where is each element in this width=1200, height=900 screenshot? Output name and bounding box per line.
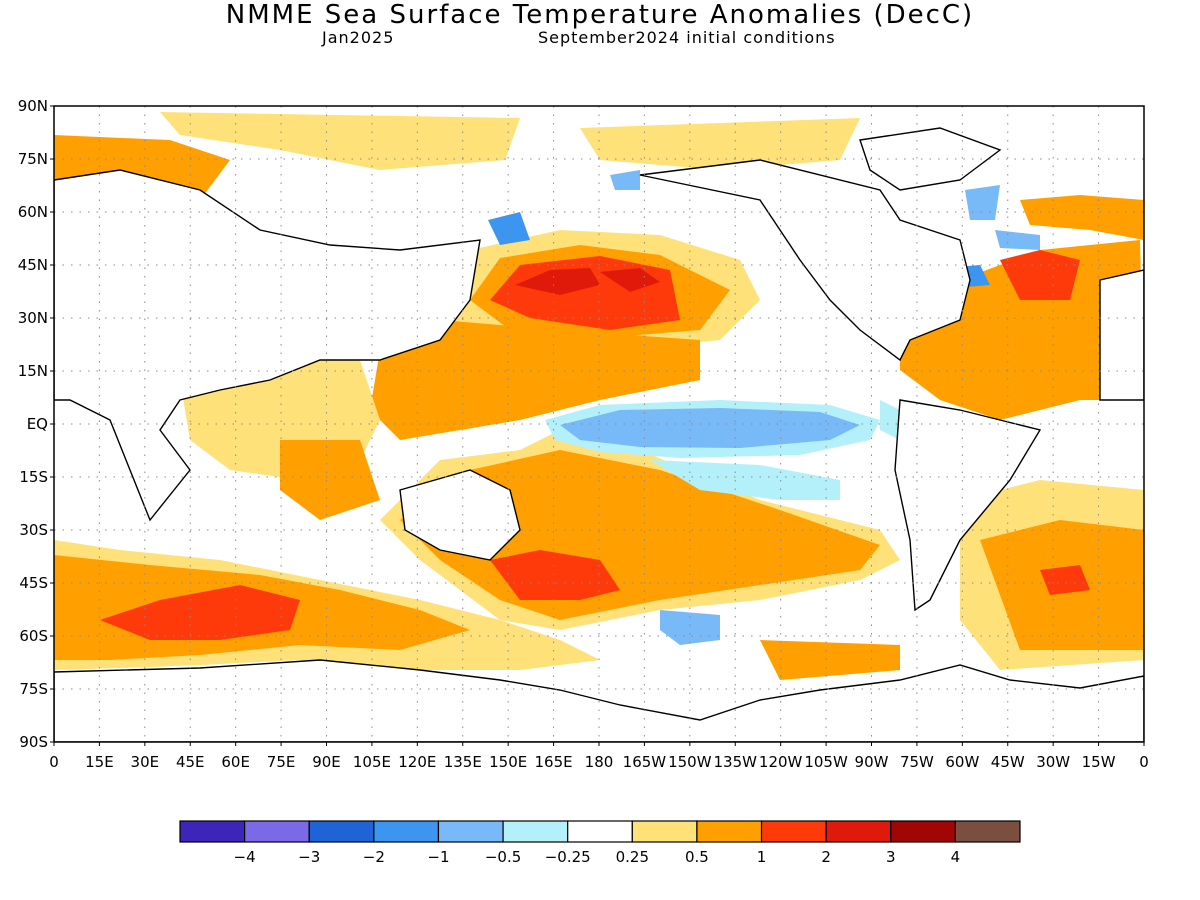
lon-label: 30E bbox=[131, 753, 160, 771]
lat-label: EQ bbox=[27, 415, 48, 433]
colorbar-label: −1 bbox=[427, 848, 449, 866]
colorbar-label: −2 bbox=[363, 848, 385, 866]
lon-label: 45E bbox=[176, 753, 205, 771]
colorbar-swatch bbox=[954, 820, 1021, 843]
colorbar-swatch bbox=[373, 820, 440, 843]
lon-label: 75W bbox=[900, 753, 934, 771]
lon-label: 105E bbox=[353, 753, 391, 771]
lat-label: 15S bbox=[19, 468, 48, 486]
lon-label: 30W bbox=[1036, 753, 1070, 771]
colorbar-swatch bbox=[567, 820, 633, 843]
lon-label: 165W bbox=[623, 753, 667, 771]
lon-label: 135W bbox=[714, 753, 758, 771]
lon-label: 45W bbox=[991, 753, 1025, 771]
lon-label: 0 bbox=[1139, 753, 1149, 771]
lat-label: 75N bbox=[18, 150, 48, 168]
anomaly-field bbox=[54, 112, 1144, 742]
lat-label: 45S bbox=[19, 574, 48, 592]
colorbar-label: 3 bbox=[886, 848, 896, 866]
lon-label: 0 bbox=[49, 753, 59, 771]
lon-label: 105W bbox=[804, 753, 848, 771]
lon-label: 90E bbox=[312, 753, 341, 771]
colorbar-label: −0.5 bbox=[485, 848, 521, 866]
lat-label: 90S bbox=[19, 733, 48, 751]
lon-label: 180 bbox=[585, 753, 614, 771]
colorbar-label: 0.25 bbox=[616, 848, 649, 866]
colorbar-swatch bbox=[308, 820, 375, 843]
chart-title: NMME Sea Surface Temperature Anomalies (… bbox=[225, 0, 975, 30]
lon-label: 15E bbox=[85, 753, 114, 771]
lat-label: 75S bbox=[19, 680, 48, 698]
colorbar-label: 0.5 bbox=[685, 848, 709, 866]
lon-label: 150W bbox=[668, 753, 712, 771]
lat-label: 90N bbox=[18, 97, 48, 115]
lat-label: 30S bbox=[19, 521, 48, 539]
lon-label: 15W bbox=[1082, 753, 1116, 771]
colorbar-swatch bbox=[502, 820, 569, 843]
colorbar-label: 4 bbox=[951, 848, 961, 866]
colorbar-label: 1 bbox=[757, 848, 767, 866]
map-grid bbox=[54, 106, 1144, 742]
longitude-axis: 0 15E 30E 45E 60E 75E 90E 105E 120E 135E 150E 165E 1… bbox=[49, 742, 1149, 771]
lon-label: 135E bbox=[444, 753, 482, 771]
colorbar-swatch bbox=[437, 820, 504, 843]
colorbar-swatch bbox=[631, 820, 698, 843]
lon-label: 120E bbox=[398, 753, 436, 771]
lat-label: 60S bbox=[19, 627, 48, 645]
colorbar-swatch bbox=[890, 820, 956, 843]
lon-label: 165E bbox=[535, 753, 573, 771]
lon-label: 60W bbox=[945, 753, 979, 771]
initial-conditions: September2024 initial conditions bbox=[538, 28, 836, 47]
colorbar-swatch bbox=[244, 820, 310, 843]
colorbar-label: 2 bbox=[821, 848, 831, 866]
lat-label: 60N bbox=[18, 203, 48, 221]
lon-label: 75E bbox=[267, 753, 296, 771]
colorbar-swatch bbox=[179, 820, 246, 843]
colorbar-label: −3 bbox=[298, 848, 320, 866]
colorbar-label: −0.25 bbox=[545, 848, 591, 866]
lat-label: 45N bbox=[18, 256, 48, 274]
colorbar-swatch bbox=[825, 820, 892, 843]
forecast-month: Jan2025 bbox=[322, 28, 395, 47]
lon-label: 120W bbox=[759, 753, 803, 771]
lat-label: 30N bbox=[18, 309, 48, 327]
colorbar-label: −4 bbox=[234, 848, 256, 866]
lon-label: 60E bbox=[221, 753, 250, 771]
lon-label: 90W bbox=[855, 753, 889, 771]
latitude-axis: 90N 75N 60N 45N 30N 15N EQ 15S 30S 45S 60S 75S 90S bbox=[18, 97, 54, 751]
colorbar: −4 −3 −2 −1 −0.5 −0.25 0.25 0.5 1 2 3 4 bbox=[179, 820, 1021, 866]
colorbar-swatch bbox=[696, 820, 763, 843]
colorbar-swatch bbox=[760, 820, 827, 843]
lon-label: 150E bbox=[489, 753, 527, 771]
lat-label: 15N bbox=[18, 362, 48, 380]
